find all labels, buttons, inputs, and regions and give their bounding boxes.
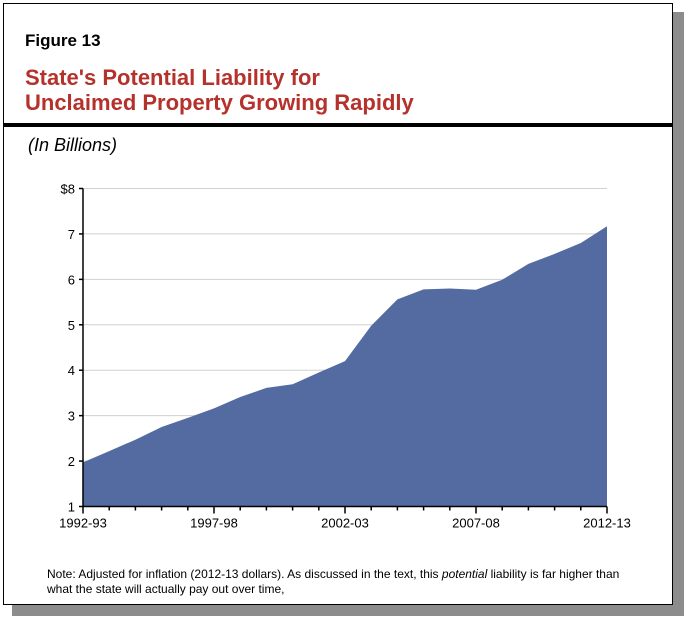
y-tick-label: 2 (68, 454, 75, 469)
y-tick-label: 5 (68, 318, 75, 333)
note-italic: potential (441, 567, 488, 581)
x-tick-label: 1997-98 (190, 516, 238, 531)
y-tick-label: 3 (68, 409, 75, 424)
area-series (83, 226, 607, 507)
header-divider (4, 123, 672, 127)
y-tick-label: 1 (68, 500, 75, 515)
y-tick-label: 7 (68, 227, 75, 242)
figure-label: Figure 13 (25, 31, 101, 50)
x-tick-label: 1992-93 (59, 516, 107, 531)
y-tick-label: $8 (61, 182, 75, 197)
y-axis-units: (In Billions) (28, 135, 118, 155)
note-text-end: liability is far higher than what the st… (47, 567, 620, 596)
title-line-1: State's Potential Liability for (25, 65, 320, 90)
x-tick-label: 2007-08 (452, 516, 500, 531)
figure-title: State's Potential Liability for Unclaime… (25, 65, 414, 115)
footnote: Note: Adjusted for inflation (2012-13 do… (47, 567, 647, 597)
note-text: Note: Adjusted for inflation (2012-13 do… (47, 567, 442, 581)
y-tick-label: 4 (68, 363, 75, 378)
x-tick-label: 2012-13 (583, 516, 631, 531)
title-line-2: Unclaimed Property Growing Rapidly (25, 90, 414, 115)
x-tick-label: 2002-03 (321, 516, 369, 531)
y-tick-label: 6 (68, 272, 75, 287)
